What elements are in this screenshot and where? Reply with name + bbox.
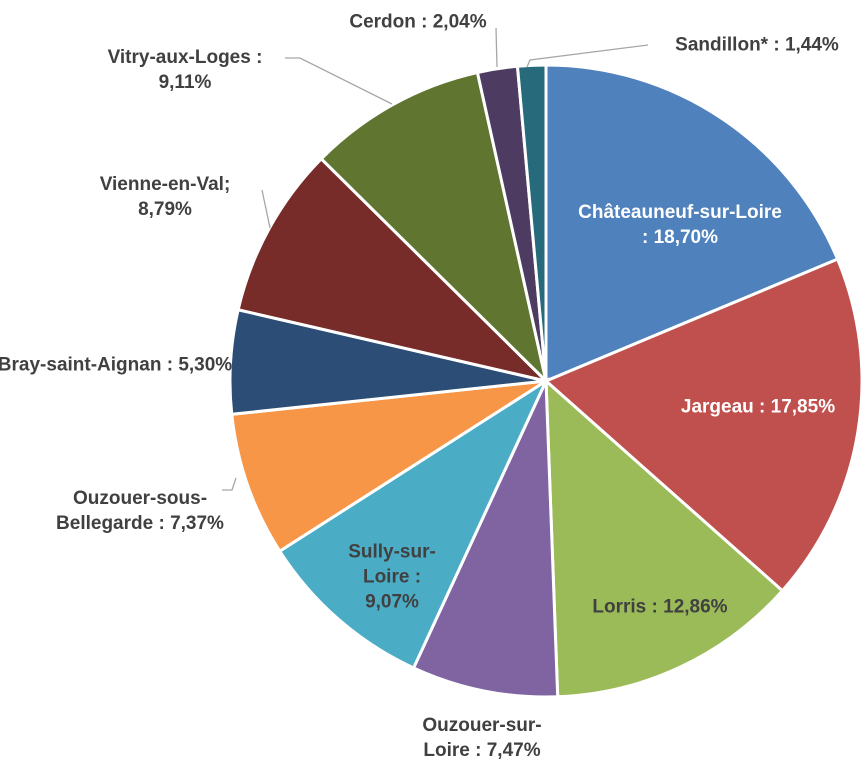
slice-label: Sully-sur-Loire : 9,07%: [348, 541, 436, 613]
leader-line: [495, 27, 498, 68]
leader-line: [285, 57, 393, 105]
slice-label: Lorris : 12,86%: [592, 596, 728, 618]
leader-line: [261, 189, 271, 229]
pie-slice: [277, 376, 550, 670]
pie-slice: [515, 63, 548, 382]
slice-label: Vienne-en-Val; 8,79%: [99, 174, 231, 220]
slice-label: Ouzouer-sous-Bellegarde : 7,37%: [56, 488, 224, 534]
slice-label: Ouzouer-sur-Loire : 7,47%: [422, 715, 542, 761]
pie-slice: [230, 379, 547, 554]
pie-slice: [236, 156, 551, 384]
pie-slice: [543, 257, 862, 593]
slice-label: Jargeau : 17,85%: [680, 396, 836, 418]
slice-label: Vitry-aux-Loges : 9,11%: [107, 47, 263, 93]
slice-label: Cerdon : 2,04%: [349, 11, 487, 33]
pie-slice: [319, 70, 549, 386]
slice-label: Châteauneuf-sur-Loire : 18,70%: [578, 202, 782, 248]
slice-label: Sandillon* : 1,44%: [675, 34, 839, 56]
leader-line: [526, 44, 649, 68]
slice-label: Bray-saint-Aignan : 5,30%: [0, 354, 233, 376]
pie-slice: [411, 380, 560, 699]
pie-slice: [544, 377, 785, 699]
pie-slice: [544, 63, 840, 384]
leader-line: [222, 477, 237, 491]
